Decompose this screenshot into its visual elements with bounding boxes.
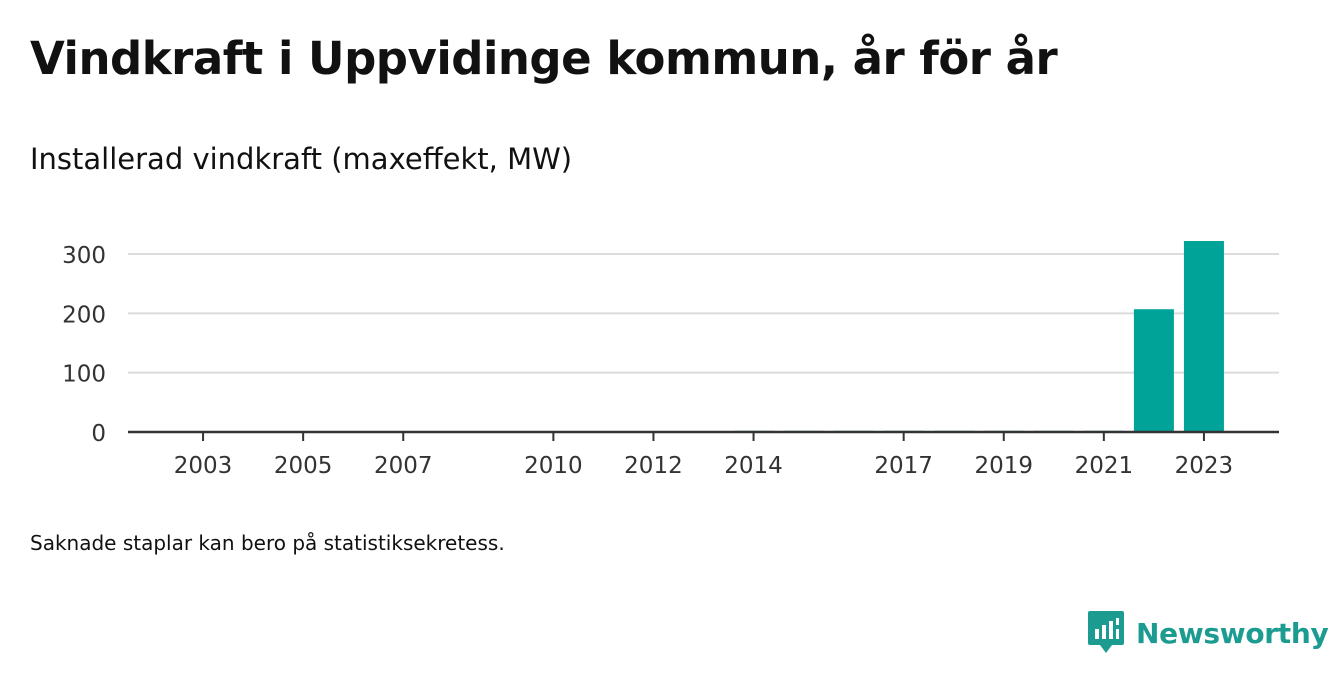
x-tick-label: 2012 xyxy=(624,453,683,479)
x-tick-label: 2017 xyxy=(874,453,933,479)
bar-chart-speech-bubble-icon xyxy=(1088,611,1124,653)
chart-subtitle: Installerad vindkraft (maxeffekt, MW) xyxy=(30,142,573,176)
x-tick-label: 2003 xyxy=(174,453,233,479)
x-tick-label: 2021 xyxy=(1075,453,1134,479)
x-tick-label: 2023 xyxy=(1175,453,1234,479)
chart-title: Vindkraft i Uppvidinge kommun, år för år xyxy=(30,32,1058,85)
bar xyxy=(1133,309,1174,432)
x-tick-label: 2010 xyxy=(524,453,583,479)
brand-name: Newsworthy xyxy=(1136,616,1329,650)
x-tick-label: 2019 xyxy=(974,453,1033,479)
brand-logo: Newsworthy xyxy=(1088,610,1329,656)
x-tick-label: 2005 xyxy=(274,453,333,479)
bar xyxy=(1183,241,1224,432)
footnote: Saknade staplar kan bero på statistiksek… xyxy=(30,531,505,555)
y-tick-label: 200 xyxy=(62,302,106,328)
x-tick-label: 2007 xyxy=(374,453,433,479)
y-tick-label: 300 xyxy=(62,243,106,269)
y-tick-label: 100 xyxy=(62,362,106,388)
x-tick-label: 2014 xyxy=(724,453,783,479)
y-tick-label: 0 xyxy=(91,421,106,447)
